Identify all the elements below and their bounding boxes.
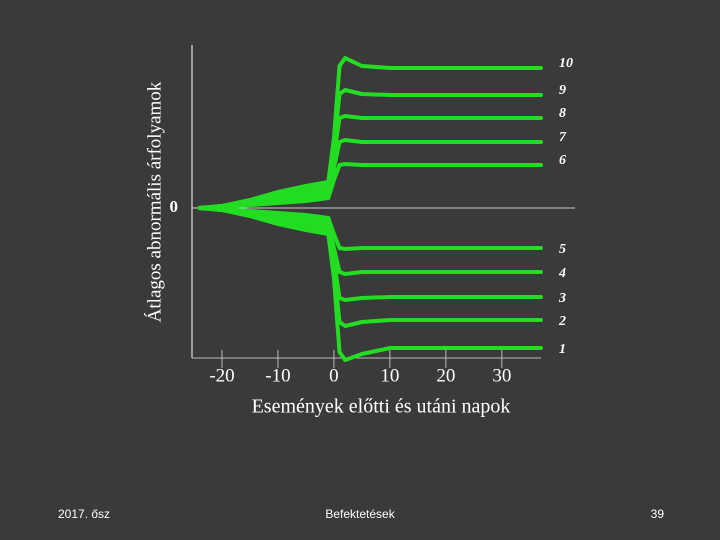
x-tick-label: 20 [436,365,455,386]
series-line [197,56,543,210]
series-label: 5 [559,242,566,257]
x-tick-label: 0 [329,365,339,386]
series-label: 7 [559,130,567,145]
series-line [197,206,543,362]
series-label: 4 [558,266,566,281]
series-label: 1 [559,342,566,357]
series-label: 3 [558,291,566,306]
series-label: 8 [559,106,566,121]
x-tick-label: -20 [209,365,234,386]
series-line [197,114,543,210]
series-label: 10 [559,56,573,71]
x-tick-label: 30 [492,365,511,386]
series-label: 6 [559,153,566,168]
series-line [197,206,543,251]
series-line [197,206,543,302]
y-axis-label: Átlagos abnormális árfolyamok [143,81,165,322]
x-tick-label: -10 [265,365,290,386]
series-line [197,206,543,328]
x-axis-label: Események előtti és utáni napok [252,396,511,418]
footer-center: Befektetések [325,507,395,521]
x-tick-label: 10 [380,365,399,386]
series-line [197,88,543,210]
footer-left: 2017. ősz [58,507,110,521]
series-label: 9 [559,83,566,98]
page-number: 39 [651,507,665,521]
series-label: 2 [558,314,566,329]
y-tick-label: 0 [170,197,179,216]
